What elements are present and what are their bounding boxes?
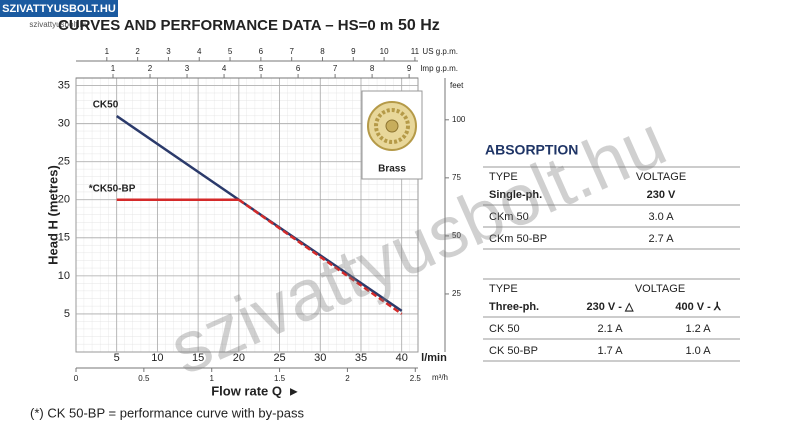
tick-label: 3 xyxy=(185,64,190,73)
y-tick-label: 10 xyxy=(58,270,70,282)
table-cell: 3.0 A xyxy=(648,211,674,223)
x-tick-label: 25 xyxy=(273,352,285,364)
table-cell: 2.7 A xyxy=(648,233,674,245)
y-tick-label: 5 xyxy=(64,308,70,320)
tick-label: 4 xyxy=(222,64,227,73)
axis-label: m³/h xyxy=(432,373,448,382)
axis-label: US g.p.m. xyxy=(422,47,458,56)
tick-label: 9 xyxy=(407,64,412,73)
tick-label: 10 xyxy=(380,47,389,56)
x-tick-label: 10 xyxy=(151,352,163,364)
table-cell: CK 50 xyxy=(489,323,520,335)
table-cell: 400 V - ⅄ xyxy=(675,301,722,313)
axis-label: Imp g.p.m. xyxy=(420,64,458,73)
tick-label: 5 xyxy=(228,47,233,56)
table-cell: Single-ph. xyxy=(489,189,542,201)
table-cell: Three-ph. xyxy=(489,301,539,313)
tick-label: 1.5 xyxy=(274,374,286,383)
tick-label: 1 xyxy=(209,374,214,383)
table-cell: 230 V - △ xyxy=(587,301,635,313)
tick-label: 7 xyxy=(333,64,338,73)
table-cell: CKm 50-BP xyxy=(489,233,547,245)
table-cell: CKm 50 xyxy=(489,211,529,223)
table-title: ABSORPTION xyxy=(485,142,578,158)
y-tick-label: 25 xyxy=(58,156,70,168)
axis-label: feet xyxy=(450,81,464,90)
x-unit: l/min xyxy=(421,352,447,364)
table-cell: VOLTAGE xyxy=(636,171,686,183)
tick-label: 100 xyxy=(452,115,466,124)
tick-label: 6 xyxy=(259,47,264,56)
tick-label: 0.5 xyxy=(138,374,150,383)
x-tick-label: 35 xyxy=(355,352,367,364)
note: (*) CK 50-BP = performance curve with by… xyxy=(30,405,304,420)
tick-label: 8 xyxy=(320,47,325,56)
table-cell: 2.1 A xyxy=(597,323,623,335)
tick-label: 2 xyxy=(345,374,350,383)
tick-label: 0 xyxy=(74,374,79,383)
tick-label: 75 xyxy=(452,173,461,182)
tick-label: 25 xyxy=(452,289,461,298)
table-cell: 1.7 A xyxy=(597,345,623,357)
series-label: *CK50-BP xyxy=(89,183,136,194)
image-label: Brass xyxy=(378,164,406,175)
x-tick-label: 30 xyxy=(314,352,326,364)
tick-label: 1 xyxy=(105,47,110,56)
table-cell: 230 V xyxy=(647,189,676,201)
impeller-icon xyxy=(367,101,417,151)
table-cell: TYPE xyxy=(489,171,518,183)
tick-label: 7 xyxy=(289,47,294,56)
tick-label: 6 xyxy=(296,64,301,73)
tick-label: 8 xyxy=(370,64,375,73)
tick-label: 50 xyxy=(452,231,461,240)
logo-bar xyxy=(0,0,118,17)
table-cell: CK 50-BP xyxy=(489,345,538,357)
logo-url: szivattyusbolt.hu xyxy=(29,20,88,29)
x-tick-label: 15 xyxy=(192,352,204,364)
tick-label: 2 xyxy=(148,64,153,73)
curve-segment xyxy=(116,115,240,201)
table-cell: 1.2 A xyxy=(685,323,711,335)
tick-label: 3 xyxy=(166,47,171,56)
tick-label: 2.5 xyxy=(410,374,422,383)
table-cell: TYPE xyxy=(489,283,518,295)
series-label: CK50 xyxy=(93,100,119,111)
y-axis-title: Head H (metres) xyxy=(45,165,60,265)
table-cell: VOLTAGE xyxy=(635,283,685,295)
x-tick-label: 20 xyxy=(233,352,245,364)
y-tick-label: 35 xyxy=(58,80,70,92)
tick-label: 11 xyxy=(411,47,420,56)
y-tick-label: 15 xyxy=(58,232,70,244)
y-tick-label: 30 xyxy=(58,118,70,130)
logo: SZIVATTYUSBOLT.HU xyxy=(2,3,116,15)
tick-label: 5 xyxy=(259,64,264,73)
tick-label: 1 xyxy=(111,64,116,73)
x-tick-label: 5 xyxy=(114,352,120,364)
y-tick-label: 20 xyxy=(58,194,70,206)
frequency: 50 Hz xyxy=(398,17,440,34)
tick-label: 9 xyxy=(351,47,356,56)
tick-label: 4 xyxy=(197,47,202,56)
arrow: ▶ xyxy=(290,387,298,398)
x-axis-title: Flow rate Q xyxy=(211,383,282,398)
curve-segment xyxy=(238,198,403,315)
x-tick-label: 40 xyxy=(396,352,408,364)
chart-title: CURVES AND PERFORMANCE DATA – HS=0 m xyxy=(58,17,393,34)
tick-label: 2 xyxy=(135,47,140,56)
table-cell: 1.0 A xyxy=(685,345,711,357)
